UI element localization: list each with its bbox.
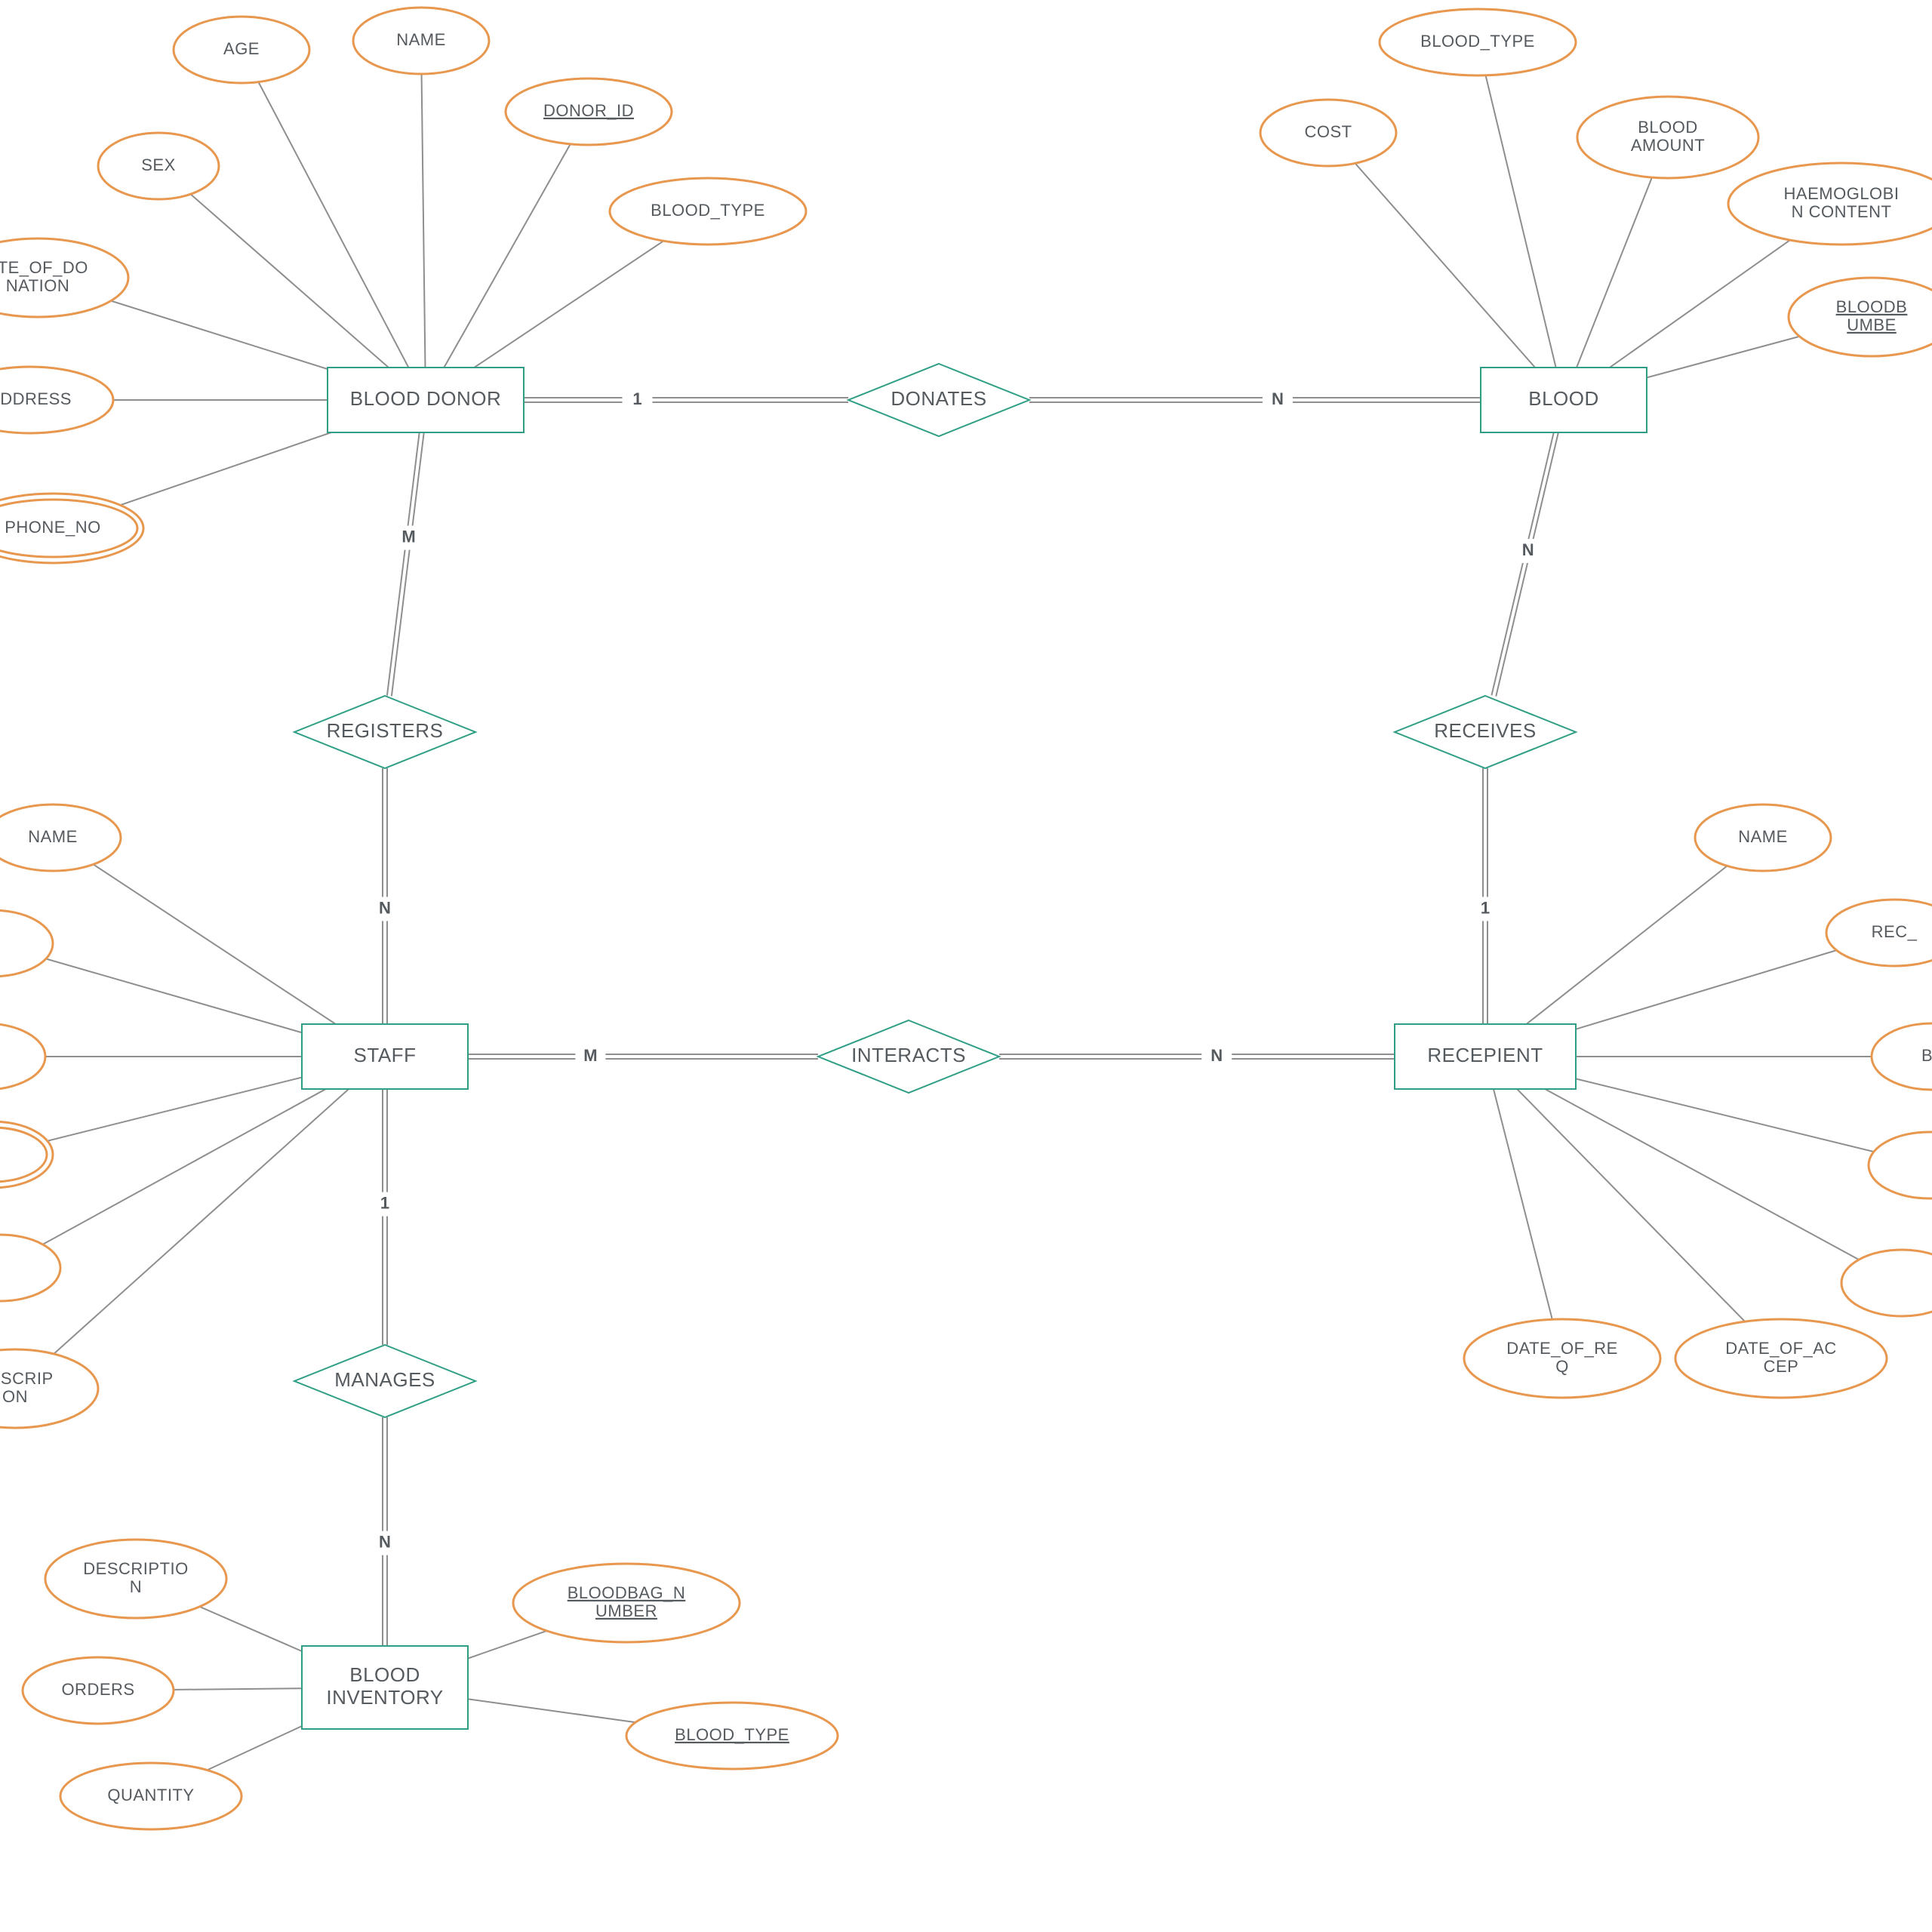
- svg-text:NAME: NAME: [28, 827, 78, 846]
- svg-text:ADDRESS: ADDRESS: [0, 389, 72, 408]
- relationship-manages: MANAGES: [294, 1345, 475, 1417]
- attribute-b_cost: COST: [1260, 100, 1396, 166]
- relationship-registers: REGISTERS: [294, 696, 475, 768]
- attribute-d_age: AGE: [174, 17, 309, 83]
- cardinality-label: N: [1522, 540, 1534, 559]
- svg-text:STAFF: STAFF: [354, 1044, 417, 1066]
- attribute-d_sex: SEX: [98, 133, 219, 199]
- svg-text:BLOOD: BLOOD: [1528, 387, 1599, 410]
- svg-text:NATION: NATION: [6, 276, 69, 295]
- svg-text:DESCRIPTIO: DESCRIPTIO: [83, 1559, 188, 1578]
- cardinality-label: M: [401, 527, 415, 546]
- attribute-b_amount: BLOODAMOUNT: [1577, 97, 1758, 178]
- entity-inventory: BLOODINVENTORY: [302, 1646, 468, 1729]
- svg-text:DATE_OF_RE: DATE_OF_RE: [1506, 1339, 1618, 1358]
- svg-text:MANAGES: MANAGES: [334, 1368, 435, 1391]
- relationship-receives: RECEIVES: [1395, 696, 1576, 768]
- svg-text:SEX: SEX: [141, 155, 176, 174]
- svg-text:INVENTORY: INVENTORY: [326, 1686, 443, 1709]
- svg-text:UMBER: UMBER: [595, 1601, 657, 1620]
- svg-text:BL: BL: [1921, 1046, 1932, 1065]
- svg-text:Q: Q: [1555, 1357, 1569, 1376]
- svg-text:BLOODBAG_N: BLOODBAG_N: [568, 1583, 686, 1602]
- svg-text:NAME: NAME: [1738, 827, 1788, 846]
- er-diagram: 1 N M N N 1 M N 1 N AGE NAME DONOR_ID SEX BLOOD_TYPE AT…: [0, 0, 1932, 1932]
- svg-text:UMBE: UMBE: [1847, 315, 1897, 334]
- svg-text:DONOR_ID: DONOR_ID: [543, 101, 634, 120]
- svg-text:BLOOD DONOR: BLOOD DONOR: [350, 387, 502, 410]
- attribute-d_date: ATE_OF_DONATION: [0, 238, 128, 317]
- attribute-s_a4: O: [0, 1121, 53, 1188]
- svg-text:REGISTERS: REGISTERS: [327, 719, 444, 742]
- svg-text:INTERACTS: INTERACTS: [851, 1044, 966, 1066]
- svg-text:BLOOD_TYPE: BLOOD_TYPE: [651, 201, 765, 220]
- attribute-s_desc: DESCRIPON: [0, 1349, 98, 1428]
- svg-text:DATE_OF_AC: DATE_OF_AC: [1725, 1339, 1837, 1358]
- entity-blood: BLOOD: [1481, 368, 1647, 432]
- attribute-s_a3: SS: [0, 1023, 45, 1090]
- svg-text:BLOOD: BLOOD: [1638, 118, 1698, 137]
- relationship-donates: DONATES: [848, 364, 1029, 436]
- cardinality-label: N: [379, 1532, 391, 1551]
- attribute-r_a4: [1869, 1132, 1932, 1198]
- svg-text:AMOUNT: AMOUNT: [1631, 136, 1705, 155]
- svg-text:BLOOD: BLOOD: [349, 1663, 420, 1686]
- attribute-r_name: NAME: [1695, 804, 1831, 871]
- attr-edge-layer: [0, 41, 1932, 1796]
- svg-text:ATE_OF_DO: ATE_OF_DO: [0, 258, 88, 277]
- attribute-d_id: DONOR_ID: [506, 78, 672, 145]
- attribute-r_rec: REC_: [1826, 900, 1932, 966]
- cardinality-label: 1: [1481, 898, 1490, 917]
- cardinality-label: N: [1272, 389, 1284, 408]
- svg-text:DONATES: DONATES: [891, 387, 986, 410]
- svg-text:DESCRIP: DESCRIP: [0, 1369, 54, 1388]
- cardinality-label: 1: [632, 389, 641, 408]
- svg-text:BLOODB: BLOODB: [1836, 297, 1908, 316]
- svg-text:BLOOD_TYPE: BLOOD_TYPE: [675, 1725, 789, 1744]
- attribute-d_btype: BLOOD_TYPE: [610, 178, 806, 245]
- svg-text:ORDERS: ORDERS: [61, 1680, 134, 1699]
- attribute-r_accep: DATE_OF_ACCEP: [1675, 1319, 1887, 1398]
- attribute-d_name: NAME: [353, 8, 489, 74]
- attribute-s_a5: [0, 1235, 60, 1301]
- cardinality-label: N: [379, 898, 391, 917]
- entity-donor: BLOOD DONOR: [328, 368, 524, 432]
- attribute-r_req: DATE_OF_REQ: [1464, 1319, 1660, 1398]
- edge-layer: 1 N M N N 1 M N 1 N: [370, 388, 1558, 1646]
- svg-text:N CONTENT: N CONTENT: [1792, 202, 1892, 221]
- svg-text:AGE: AGE: [223, 39, 260, 58]
- attribute-r_a5: [1841, 1250, 1932, 1316]
- attribute-d_addr: ADDRESS: [0, 367, 113, 433]
- attribute-i_orders: ORDERS: [23, 1657, 174, 1724]
- attribute-i_desc: DESCRIPTION: [45, 1540, 226, 1618]
- svg-text:PHONE_NO: PHONE_NO: [5, 518, 100, 537]
- svg-text:REC_: REC_: [1872, 922, 1918, 941]
- svg-text:N: N: [130, 1577, 142, 1596]
- entity-recipient: RECEPIENT: [1395, 1024, 1576, 1089]
- attribute-i_btype: BLOOD_TYPE: [626, 1703, 838, 1769]
- cardinality-label: 1: [380, 1193, 389, 1212]
- cardinality-label: N: [1211, 1046, 1223, 1065]
- svg-text:ON: ON: [2, 1387, 28, 1406]
- svg-text:HAEMOGLOBI: HAEMOGLOBI: [1784, 184, 1900, 203]
- attribute-b_haemo: HAEMOGLOBIN CONTENT: [1728, 163, 1932, 245]
- entity-staff: STAFF: [302, 1024, 468, 1089]
- attribute-b_bag: BLOODBUMBE: [1789, 278, 1932, 356]
- svg-text:QUANTITY: QUANTITY: [107, 1786, 194, 1804]
- svg-text:BLOOD_TYPE: BLOOD_TYPE: [1420, 32, 1535, 51]
- attribute-s_name: NAME: [0, 804, 121, 871]
- attribute-s_a2: D: [0, 910, 53, 977]
- attribute-r_bl: BL: [1872, 1023, 1932, 1090]
- svg-text:NAME: NAME: [396, 30, 446, 49]
- svg-text:RECEIVES: RECEIVES: [1434, 719, 1537, 742]
- svg-text:RECEPIENT: RECEPIENT: [1427, 1044, 1543, 1066]
- cardinality-label: M: [583, 1046, 597, 1065]
- svg-text:CEP: CEP: [1764, 1357, 1799, 1376]
- attribute-i_qty: QUANTITY: [60, 1763, 242, 1829]
- relationship-interacts: INTERACTS: [818, 1020, 999, 1093]
- attribute-b_btype: BLOOD_TYPE: [1380, 9, 1576, 75]
- svg-text:COST: COST: [1304, 122, 1352, 141]
- attribute-i_bag: BLOODBAG_NUMBER: [513, 1564, 740, 1642]
